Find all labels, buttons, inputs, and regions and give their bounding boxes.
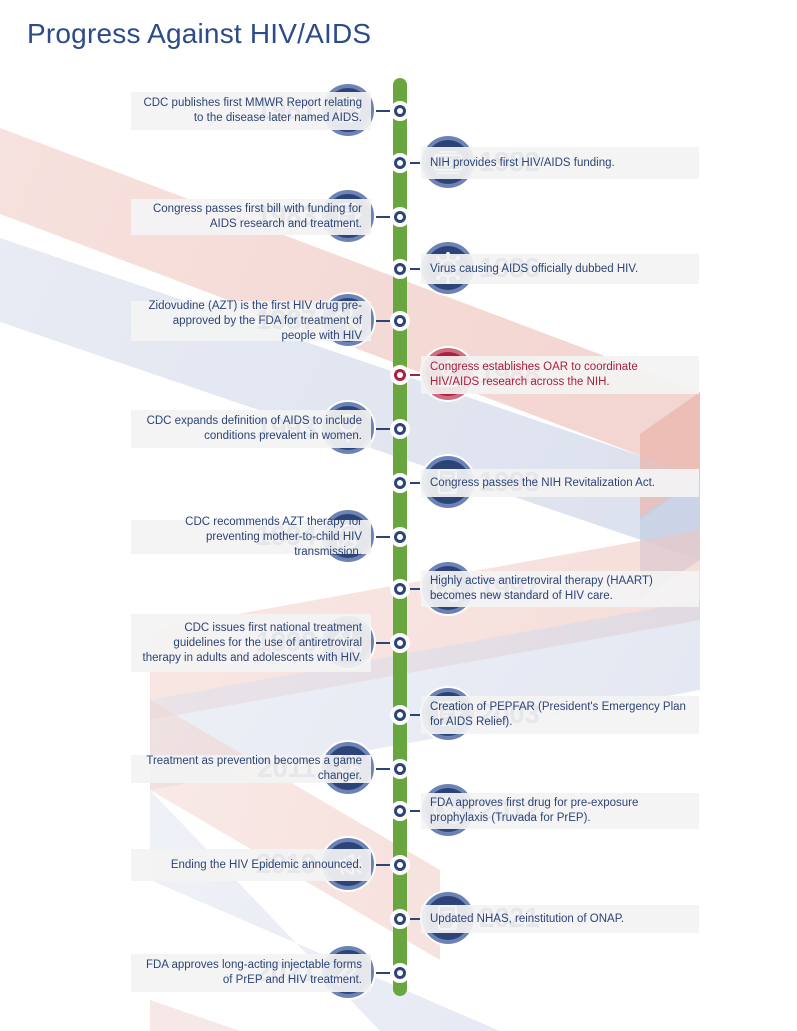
timeline-event-1993: 1993Congress passes the NIH Revitalizati…	[0, 452, 797, 512]
timeline-node	[390, 207, 410, 227]
connector-line	[406, 374, 424, 376]
timeline-event-2011: 2011Treatment as prevention becomes a ga…	[0, 738, 797, 798]
timeline-node	[390, 365, 410, 385]
timeline-node	[390, 153, 410, 173]
event-description: CDC expands definition of AIDS to includ…	[131, 410, 371, 448]
event-description: Zidovudine (AZT) is the first HIV drug p…	[131, 299, 371, 342]
event-description-text: FDA approves first drug for pre-exposure…	[430, 797, 639, 824]
event-description: CDC publishes first MMWR Report relating…	[131, 92, 371, 130]
timeline-event-1997: 1997Highly active antiretroviral therapy…	[0, 558, 797, 618]
connector-line	[406, 810, 424, 812]
timeline-event-1988: 1988Congress establishes OAR to coordina…	[0, 344, 797, 404]
event-description: NIH provides first HIV/AIDS funding.	[421, 147, 699, 179]
event-description-text: Congress passes the NIH Revitalization A…	[430, 476, 655, 489]
event-description: Congress passes first bill with funding …	[131, 199, 371, 235]
event-description: Updated NHAS, reinstitution of ONAP.	[421, 905, 699, 933]
timeline-event-1982: 1982NIH provides first HIV/AIDS funding.	[0, 132, 797, 192]
connector-line	[376, 768, 394, 770]
event-description-text: Creation of PEPFAR (President's Emergenc…	[430, 701, 686, 728]
timeline-event-2021: 2021Updated NHAS, reinstitution of ONAP.	[0, 888, 797, 948]
timeline-event-1981: 1981CDC publishes first MMWR Report rela…	[0, 80, 797, 140]
connector-line	[406, 588, 424, 590]
event-description-text: CDC recommends AZT therapy for preventin…	[185, 515, 362, 558]
timeline-event-2019: 2019Ending the HIV Epidemic announced.	[0, 834, 797, 894]
timeline-event-1994: 1994CDC recommends AZT therapy for preve…	[0, 506, 797, 566]
timeline-event-1993: 1993CDC expands definition of AIDS to in…	[0, 398, 797, 458]
timeline-node	[390, 855, 410, 875]
connector-line	[376, 972, 394, 974]
event-description: FDA approves long-acting injectable form…	[131, 954, 371, 992]
timeline-node	[390, 419, 410, 439]
timeline-node	[390, 633, 410, 653]
event-description: Congress establishes OAR to coordinate H…	[421, 356, 699, 394]
timeline-event-2021: 2021FDA approves long-acting injectable …	[0, 942, 797, 1002]
event-description: Creation of PEPFAR (President's Emergenc…	[421, 696, 699, 734]
timeline-node	[390, 101, 410, 121]
timeline-node	[390, 801, 410, 821]
timeline-node	[390, 473, 410, 493]
connector-line	[376, 864, 394, 866]
event-description-text: CDC expands definition of AIDS to includ…	[146, 415, 362, 442]
event-description-text: Updated NHAS, reinstitution of ONAP.	[430, 912, 625, 925]
event-description-text: Highly active antiretroviral therapy (HA…	[430, 575, 653, 602]
timeline-event-1983: 1983Congress passes first bill with fund…	[0, 186, 797, 246]
timeline-event-1998: 1998CDC issues first national treatment …	[0, 612, 797, 672]
event-description: Congress passes the NIH Revitalization A…	[421, 469, 699, 497]
event-description: FDA approves first drug for pre-exposure…	[421, 793, 699, 829]
event-description-text: Virus causing AIDS officially dubbed HIV…	[430, 262, 639, 275]
event-description-text: CDC publishes first MMWR Report relating…	[143, 97, 362, 124]
event-description: CDC issues first national treatment guid…	[131, 614, 371, 672]
connector-line	[376, 110, 394, 112]
event-description: CDC recommends AZT therapy for preventin…	[131, 516, 371, 558]
timeline-node	[390, 759, 410, 779]
timeline-node	[390, 527, 410, 547]
event-description: Virus causing AIDS officially dubbed HIV…	[421, 254, 699, 284]
event-description: Treatment as prevention becomes a game c…	[131, 755, 371, 783]
timeline-node	[390, 259, 410, 279]
timeline-event-2012: 2012FDA approves first drug for pre-expo…	[0, 780, 797, 840]
connector-line	[406, 162, 424, 164]
event-description-text: Congress establishes OAR to coordinate H…	[430, 361, 638, 388]
timeline-node	[390, 579, 410, 599]
timeline-node	[390, 963, 410, 983]
page-title: Progress Against HIV/AIDS	[27, 18, 372, 49]
connector-line	[376, 536, 394, 538]
event-description-text: Ending the HIV Epidemic announced.	[170, 858, 362, 871]
event-description-text: Treatment as prevention becomes a game c…	[146, 755, 362, 782]
event-description-text: FDA approves long-acting injectable form…	[145, 959, 362, 986]
timeline-event-1987: 1987Zidovudine (AZT) is the first HIV dr…	[0, 290, 797, 350]
event-description: Ending the HIV Epidemic announced.	[131, 849, 371, 881]
timeline-node	[390, 311, 410, 331]
connector-line	[376, 642, 394, 644]
connector-line	[376, 428, 394, 430]
event-description-text: NIH provides first HIV/AIDS funding.	[430, 156, 615, 169]
event-description-text: Congress passes first bill with funding …	[152, 203, 362, 230]
connector-line	[376, 216, 394, 218]
event-description: Highly active antiretroviral therapy (HA…	[421, 571, 699, 607]
connector-line	[406, 268, 424, 270]
connector-line	[406, 714, 424, 716]
timeline-event-1986: 1986Virus causing AIDS officially dubbed…	[0, 238, 797, 298]
event-description-text: CDC issues first national treatment guid…	[142, 621, 363, 664]
connector-line	[376, 320, 394, 322]
timeline-node	[390, 705, 410, 725]
timeline-event-2003: 2003Creation of PEPFAR (President's Emer…	[0, 684, 797, 744]
event-description-text: Zidovudine (AZT) is the first HIV drug p…	[148, 299, 362, 342]
connector-line	[406, 918, 424, 920]
connector-line	[406, 482, 424, 484]
timeline-node	[390, 909, 410, 929]
